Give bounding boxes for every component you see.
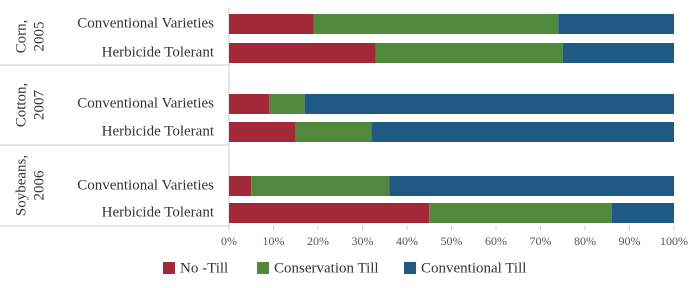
bar-segment	[558, 14, 674, 34]
group-label: Corn,	[13, 20, 29, 54]
category-label: Herbicide Tolerant	[102, 44, 215, 60]
bar-segment	[229, 122, 296, 142]
x-tick-label: 10%	[263, 234, 285, 248]
x-tick-label: 70%	[530, 234, 552, 248]
legend-label: Conservation Till	[274, 260, 379, 276]
legend-swatch	[163, 262, 175, 274]
category-label: Conventional Varieties	[77, 177, 214, 193]
bar-segment	[429, 203, 612, 223]
x-tick-label: 80%	[574, 234, 596, 248]
bar-segment	[562, 43, 674, 63]
bar-segment	[229, 14, 314, 34]
legend-swatch	[404, 262, 416, 274]
bar-segment	[611, 203, 674, 223]
bar-segment	[304, 94, 674, 114]
category-label: Conventional Varieties	[77, 15, 214, 31]
legend-swatch	[257, 262, 269, 274]
bar-segment	[229, 176, 252, 196]
group-label: Soybeans,	[13, 155, 29, 216]
x-tick-label: 20%	[307, 234, 329, 248]
category-label: Conventional Varieties	[77, 95, 214, 111]
bar-segment	[229, 203, 430, 223]
bar-segment	[375, 43, 563, 63]
x-tick-label: 40%	[396, 234, 418, 248]
x-tick-label: 50%	[441, 234, 463, 248]
x-tick-label: 60%	[485, 234, 507, 248]
bar-segment	[371, 122, 674, 142]
x-tick-label: 0%	[221, 234, 237, 248]
bar-segment	[229, 94, 270, 114]
bar-segment	[389, 176, 674, 196]
group-label: 2007	[31, 90, 47, 121]
bar-segment	[251, 176, 390, 196]
group-label: 2006	[31, 170, 47, 201]
x-tick-label: 100%	[660, 234, 688, 248]
legend-label: No -Till	[180, 260, 228, 276]
x-tick-label: 30%	[352, 234, 374, 248]
bar-segment	[229, 43, 376, 63]
bar-segment	[295, 122, 372, 142]
bar-segment	[269, 94, 305, 114]
legend-label: Conventional Till	[421, 260, 526, 276]
x-tick-label: 90%	[619, 234, 641, 248]
group-label: 2005	[31, 22, 47, 52]
category-label: Herbicide Tolerant	[102, 204, 215, 220]
group-label: Cotton,	[13, 83, 29, 128]
category-label: Herbicide Tolerant	[102, 123, 215, 139]
bar-segment	[313, 14, 559, 34]
